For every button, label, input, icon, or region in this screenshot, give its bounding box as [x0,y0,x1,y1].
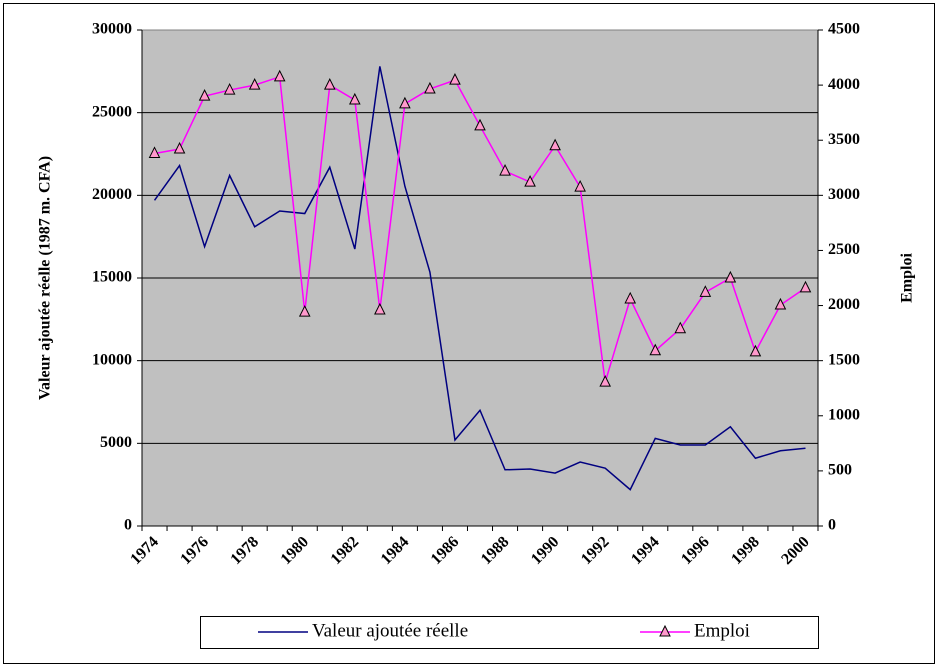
y2-tick-label: 500 [828,462,852,479]
y2-tick-label: 1500 [828,351,860,368]
marker [424,81,436,94]
marker [674,321,687,334]
marker [624,291,637,304]
y2-axis-label: Emploi [899,253,916,303]
y-tick-label: 10000 [92,351,132,368]
y-tick-label: 0 [124,517,132,534]
legend-label: Emploi [694,620,750,641]
y2-tick-label: 4500 [828,21,860,38]
y-tick-label: 25000 [92,103,132,120]
marker [499,163,511,176]
y-tick-label: 20000 [92,186,132,203]
marker [724,270,737,283]
marker [699,285,712,297]
y-tick-label: 30000 [92,21,132,38]
legend-label: Valeur ajoutée réelle [312,620,468,641]
marker [649,343,662,356]
y2-tick-label: 2500 [828,241,860,258]
marker [574,179,586,192]
y2-tick-label: 3500 [828,131,860,148]
y2-tick-label: 3000 [828,186,860,203]
y-tick-label: 5000 [100,434,132,451]
marker [799,280,812,293]
marker [749,344,762,357]
series-line [153,66,806,491]
marker [599,375,611,387]
marker [273,69,286,82]
y-tick-label: 15000 [92,269,132,286]
marker [774,297,787,310]
y2-tick-label: 1000 [828,406,860,423]
marker [198,89,211,101]
y2-tick-label: 4000 [828,76,860,93]
y2-tick-label: 2000 [828,296,860,313]
marker [248,77,261,90]
marker [474,118,486,131]
y2-tick-label: 0 [828,517,836,534]
marker [349,92,361,105]
marker [323,77,336,90]
marker [148,146,161,158]
marker [298,305,311,317]
marker [399,96,411,109]
y-axis-label: Valeur ajoutée réelle (1987 m. CFA) [37,156,54,400]
legend-marker [659,624,671,637]
marker [549,138,561,151]
marker [223,82,236,95]
marker [374,302,386,315]
marker [524,174,536,187]
marker [173,141,186,154]
marker [449,73,461,85]
